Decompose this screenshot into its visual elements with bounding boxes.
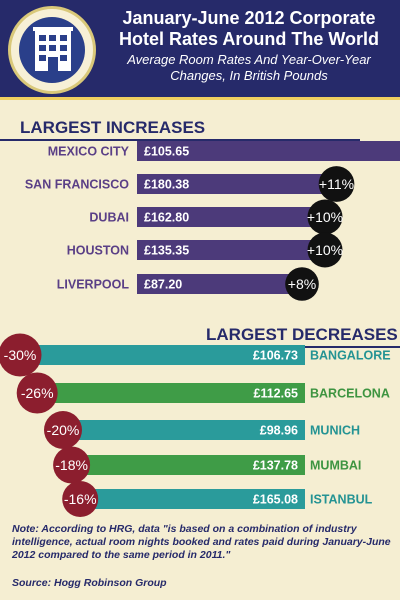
decrease-category-label: ISTANBUL — [310, 493, 373, 507]
increase-change-label: +8% — [288, 276, 316, 292]
increase-bar — [137, 174, 337, 194]
badge-inner-circle — [19, 17, 85, 83]
increase-category-label: DUBAI — [89, 211, 129, 225]
increase-value-label: £135.35 — [144, 244, 189, 258]
decrease-change-circle — [62, 481, 99, 517]
decrease-category-label: BANGALORE — [310, 349, 391, 363]
decrease-category-label: BARCELONA — [310, 387, 390, 401]
increase-change-circle — [307, 232, 343, 268]
header-banner: January-June 2012 Corporate Hotel Rates … — [0, 0, 400, 100]
decrease-bar — [80, 489, 305, 509]
increase-value-label: £180.38 — [144, 178, 189, 192]
increase-category-label: MEXICO CITY — [48, 145, 130, 159]
decrease-change-label: -16% — [64, 491, 97, 507]
increase-change-label: +10% — [307, 242, 343, 258]
increases-divider — [0, 139, 360, 141]
decreases-section-title: LARGEST DECREASES — [206, 325, 398, 344]
increase-bar — [137, 274, 302, 294]
decrease-change-label: -26% — [21, 385, 54, 401]
increase-change-circle — [318, 166, 355, 202]
increase-category-label: HOUSTON — [67, 244, 129, 258]
decrease-value-label: £98.96 — [260, 424, 298, 438]
page-title: January-June 2012 Corporate Hotel Rates … — [118, 8, 379, 49]
decrease-bar — [37, 383, 305, 403]
increases-section-title: LARGEST INCREASES — [20, 118, 206, 137]
decrease-value-label: £137.78 — [253, 459, 298, 473]
decrease-change-label: -20% — [47, 422, 80, 438]
increase-bar — [137, 207, 325, 227]
increase-value-label: £87.20 — [144, 278, 182, 292]
decrease-category-label: MUMBAI — [310, 459, 361, 473]
hotel-building-icon — [33, 27, 73, 71]
decrease-change-circle — [0, 333, 42, 377]
decrease-bar — [63, 420, 305, 440]
increase-category-label: LIVERPOOL — [57, 278, 130, 292]
decrease-bar — [71, 455, 305, 475]
hotel-badge — [8, 6, 96, 94]
increase-change-label: +10% — [307, 209, 343, 225]
page-subtitle: Average Room Rates And Year-Over-Year Ch… — [127, 52, 371, 83]
decrease-change-circle — [44, 411, 82, 449]
decrease-change-circle — [53, 446, 91, 484]
increase-change-circle — [307, 199, 343, 235]
increase-change-circle — [285, 267, 319, 301]
increase-value-label: £162.80 — [144, 211, 189, 225]
decrease-value-label: £165.08 — [253, 493, 298, 507]
increase-bar — [137, 240, 325, 260]
increase-category-label: SAN FRANCISCO — [25, 178, 129, 192]
decrease-category-label: MUNICH — [310, 424, 360, 438]
source-line: Source: Hogg Robinson Group — [12, 577, 167, 589]
increase-change-label: +11% — [319, 176, 354, 192]
decrease-change-circle — [16, 372, 58, 414]
decrease-change-label: -18% — [55, 457, 88, 473]
decrease-value-label: £112.65 — [254, 387, 299, 401]
footnote: Note: According to HRG, data "is based o… — [12, 523, 391, 561]
decrease-bar — [20, 345, 305, 365]
increase-value-label: £105.65 — [144, 145, 189, 159]
decrease-change-label: -30% — [4, 347, 37, 363]
increase-bar — [137, 141, 400, 161]
decrease-value-label: £106.73 — [253, 349, 298, 363]
